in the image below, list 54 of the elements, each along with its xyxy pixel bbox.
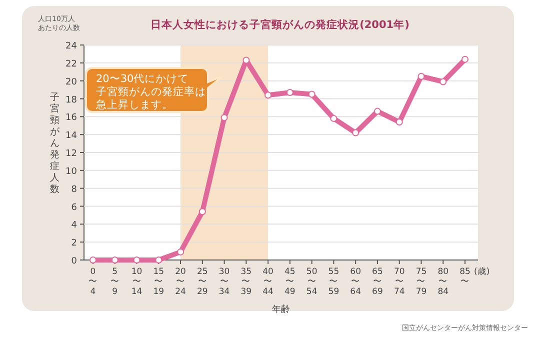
- xtick: 20〜24: [175, 267, 186, 297]
- y-tick-label: 14: [66, 131, 78, 142]
- y-tick-label: 20: [66, 77, 78, 88]
- y-tick-label: 6: [71, 202, 78, 213]
- text: 子宮頸がん発症人数: [50, 92, 60, 195]
- y-tick-label: 0: [71, 256, 78, 266]
- point: [330, 114, 338, 122]
- xtick: 60〜64: [350, 267, 361, 297]
- y-tick-label: 8: [71, 184, 78, 195]
- y-tick-label: 22: [66, 59, 77, 70]
- text: (歳): [474, 266, 490, 277]
- xtick: 35〜39: [240, 267, 252, 297]
- xtick: 70〜74: [394, 267, 405, 297]
- point: [286, 88, 294, 96]
- point: [133, 256, 140, 264]
- xtick: 5〜9: [110, 267, 120, 297]
- point: [90, 256, 96, 264]
- point: [220, 114, 228, 122]
- y-tick-label: 2: [71, 238, 77, 249]
- y-tick-label: 10: [66, 166, 78, 177]
- point: [440, 78, 447, 86]
- point: [396, 118, 403, 126]
- xtick: 15〜19: [153, 267, 164, 297]
- chart-title: 日本人女性における子宮頸がんの発症状況(2001年): [150, 18, 410, 31]
- point: [462, 56, 468, 63]
- point: [264, 92, 272, 99]
- point: [418, 72, 425, 80]
- xtick: 80〜84: [438, 267, 449, 297]
- xtick: 40〜44: [262, 267, 274, 297]
- xtick: 85〜: [460, 267, 470, 287]
- xtick: 50〜54: [306, 267, 318, 297]
- xtick: 10〜14: [131, 267, 142, 297]
- y-tick-label: 18: [66, 95, 78, 106]
- xtick: 0〜4: [88, 267, 98, 297]
- xtick: 55〜59: [328, 267, 340, 297]
- y-tick-label: 16: [66, 113, 78, 124]
- xtick: 65〜69: [372, 267, 383, 297]
- y-tick-label: 24: [66, 42, 78, 52]
- point: [198, 208, 206, 216]
- point: [352, 129, 360, 136]
- point: [308, 90, 316, 98]
- point: [242, 56, 250, 64]
- x-axis-title: 年齢: [272, 304, 290, 315]
- annotation: 20〜30代にかけて子宮頸がんの発症率は急上昇します。: [95, 73, 206, 111]
- xtick: 45〜49: [284, 267, 296, 297]
- xtick: 25〜29: [197, 267, 208, 297]
- xtick: 75〜79: [416, 267, 427, 297]
- point: [111, 256, 118, 264]
- xtick: 30〜34: [218, 267, 230, 297]
- point: [155, 256, 162, 264]
- point: [374, 108, 381, 115]
- point: [177, 248, 184, 256]
- y-tick-label: 4: [71, 220, 78, 231]
- y-tick-label: 12: [66, 149, 77, 159]
